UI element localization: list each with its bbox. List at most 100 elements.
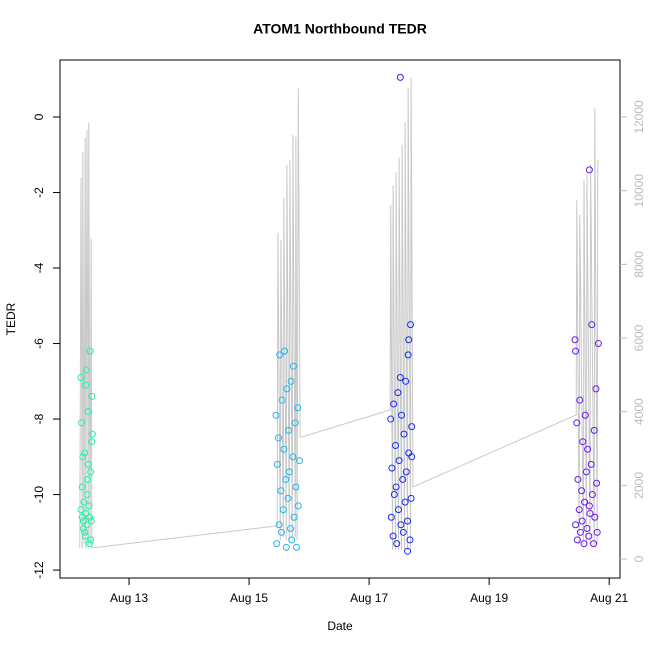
- point: [77, 374, 85, 382]
- point: [573, 419, 581, 427]
- y-axis-label: TEDR: [4, 302, 18, 335]
- point: [575, 506, 583, 514]
- point: [594, 340, 602, 348]
- y2-tick-label: 10000: [632, 174, 646, 208]
- point: [398, 411, 406, 419]
- point: [576, 396, 584, 404]
- point: [291, 419, 299, 427]
- point: [585, 166, 593, 174]
- point: [79, 525, 87, 533]
- point: [273, 460, 281, 468]
- point: [81, 449, 89, 457]
- point: [285, 426, 293, 434]
- y2-tick-label: 8000: [632, 251, 646, 278]
- point: [84, 475, 92, 483]
- point: [571, 336, 579, 344]
- point: [573, 536, 581, 544]
- point: [78, 513, 86, 521]
- point: [574, 475, 582, 483]
- point: [588, 491, 596, 499]
- point: [86, 347, 94, 355]
- x-tick-label: Aug 21: [590, 591, 628, 605]
- series-line: [79, 77, 599, 550]
- point: [572, 347, 580, 355]
- point: [292, 483, 300, 491]
- point: [407, 321, 415, 329]
- x-axis-label: Date: [327, 619, 353, 633]
- point: [593, 528, 601, 536]
- point: [272, 411, 280, 419]
- point: [396, 73, 404, 81]
- point: [277, 487, 285, 495]
- point: [280, 445, 288, 453]
- point: [404, 547, 412, 555]
- point: [278, 396, 286, 404]
- point: [388, 464, 396, 472]
- point: [286, 525, 294, 533]
- point: [81, 528, 89, 536]
- point: [85, 513, 93, 521]
- point: [576, 528, 584, 536]
- y-tick-label: -4: [32, 262, 46, 273]
- point: [399, 528, 407, 536]
- point: [88, 430, 96, 438]
- x-tick-label: Aug 15: [230, 591, 268, 605]
- point: [78, 419, 86, 427]
- y-tick-label: -6: [32, 338, 46, 349]
- point: [585, 502, 593, 510]
- point: [84, 408, 92, 415]
- point: [85, 502, 93, 510]
- point: [78, 483, 86, 491]
- point: [290, 513, 298, 521]
- point: [395, 506, 403, 514]
- point: [85, 540, 93, 548]
- point: [80, 498, 88, 506]
- point: [585, 532, 593, 540]
- y-tick-label: -12: [32, 561, 46, 579]
- point: [390, 400, 398, 408]
- point: [294, 404, 302, 412]
- point: [401, 498, 409, 506]
- point: [582, 468, 590, 476]
- point: [389, 532, 397, 540]
- point: [282, 475, 290, 483]
- point: [588, 321, 596, 329]
- point: [82, 509, 90, 517]
- point: [283, 385, 291, 393]
- point: [399, 475, 407, 483]
- point: [583, 525, 591, 533]
- point: [578, 517, 586, 525]
- point: [88, 392, 96, 400]
- y-tick-label: -2: [32, 187, 46, 198]
- point: [392, 441, 400, 449]
- point: [590, 540, 598, 548]
- y2-tick-label: 6000: [632, 324, 646, 351]
- point: [288, 536, 296, 544]
- y2-tick-label: 12000: [632, 100, 646, 134]
- point: [579, 438, 587, 446]
- point: [87, 536, 95, 544]
- point: [275, 521, 283, 529]
- point: [87, 517, 95, 525]
- x-tick-label: Aug 13: [110, 591, 148, 605]
- point: [592, 385, 600, 393]
- point: [276, 351, 284, 359]
- point: [572, 521, 580, 529]
- x-tick-label: Aug 17: [350, 591, 388, 605]
- point: [593, 479, 601, 487]
- point: [280, 347, 288, 355]
- y2-tick-label: 4000: [632, 398, 646, 425]
- point: [408, 423, 416, 431]
- point: [396, 374, 404, 382]
- point: [407, 494, 415, 502]
- y-tick-label: -10: [32, 486, 46, 504]
- point: [82, 366, 90, 374]
- y2-tick-label: 2000: [632, 472, 646, 499]
- point: [390, 491, 398, 499]
- point: [289, 362, 297, 370]
- point: [402, 377, 410, 385]
- point: [394, 389, 402, 397]
- point: [79, 453, 87, 461]
- point: [295, 457, 303, 465]
